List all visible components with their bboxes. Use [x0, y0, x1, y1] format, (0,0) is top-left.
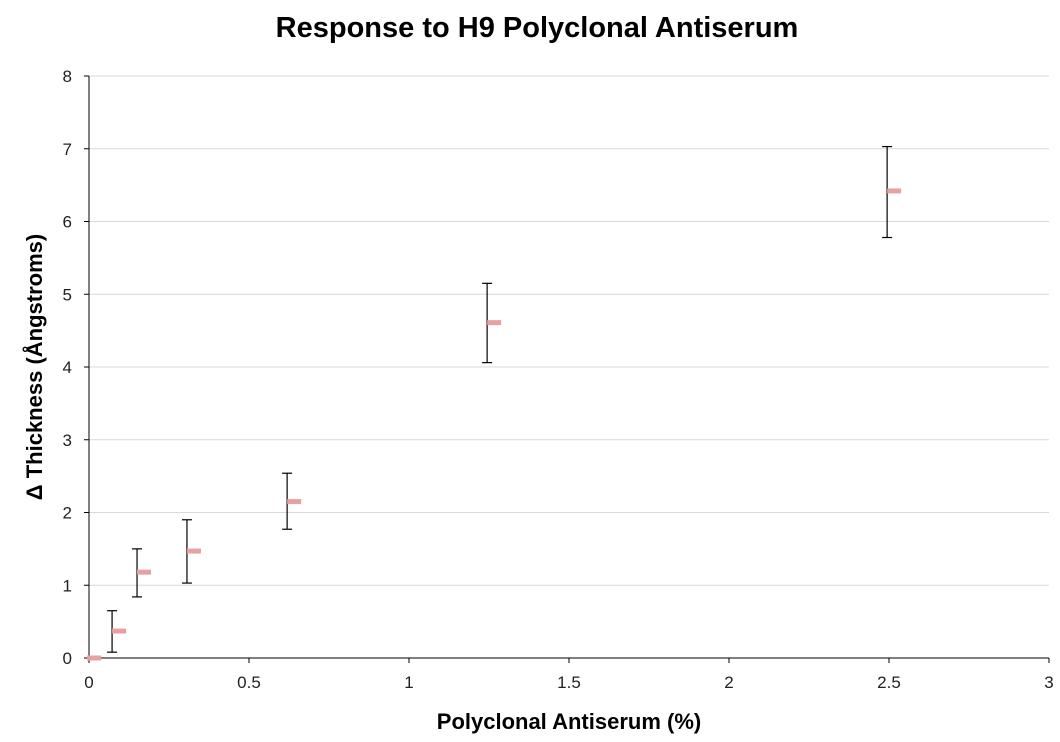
tick-labels: 0 1 2 3 4 5 6 7 8 0 0.5 1 1.5 2 2.5 3: [63, 67, 1054, 692]
data-point-5: [487, 320, 502, 326]
chart-title: Response to H9 Polyclonal Antiserum: [276, 12, 799, 44]
x-tick-label-1: 0.5: [237, 673, 261, 692]
x-tick-label-2: 1: [404, 673, 413, 692]
y-tick-label-1: 1: [63, 576, 72, 595]
x-tick-label-5: 2.5: [877, 673, 901, 692]
data-point-4: [287, 499, 302, 505]
y-tick-label-2: 2: [63, 504, 72, 523]
x-tick-label-4: 2: [724, 673, 733, 692]
axes: [84, 75, 1050, 663]
y-tick-label-5: 5: [63, 285, 72, 304]
y-tick-label-3: 3: [63, 431, 72, 450]
y-axis-label: Δ Thickness (Ångstroms): [21, 234, 47, 500]
y-tick-label-8: 8: [63, 67, 72, 86]
y-tick-label-6: 6: [63, 213, 72, 232]
x-tick-label-3: 1.5: [557, 673, 581, 692]
x-axis-label: Polyclonal Antiserum (%): [437, 709, 701, 734]
data-point-2: [137, 569, 152, 575]
data-points: [87, 188, 902, 661]
data-point-6: [887, 188, 902, 194]
gridlines: [89, 75, 1049, 586]
y-tick-label-4: 4: [63, 358, 72, 377]
error-bars: [107, 145, 893, 653]
data-point-1: [112, 628, 127, 634]
y-tick-label-7: 7: [63, 140, 72, 159]
data-point-0: [87, 655, 102, 661]
y-tick-label-0: 0: [63, 649, 72, 668]
x-tick-label-0: 0: [84, 673, 93, 692]
data-point-3: [186, 548, 201, 554]
x-tick-label-6: 3: [1044, 673, 1053, 692]
